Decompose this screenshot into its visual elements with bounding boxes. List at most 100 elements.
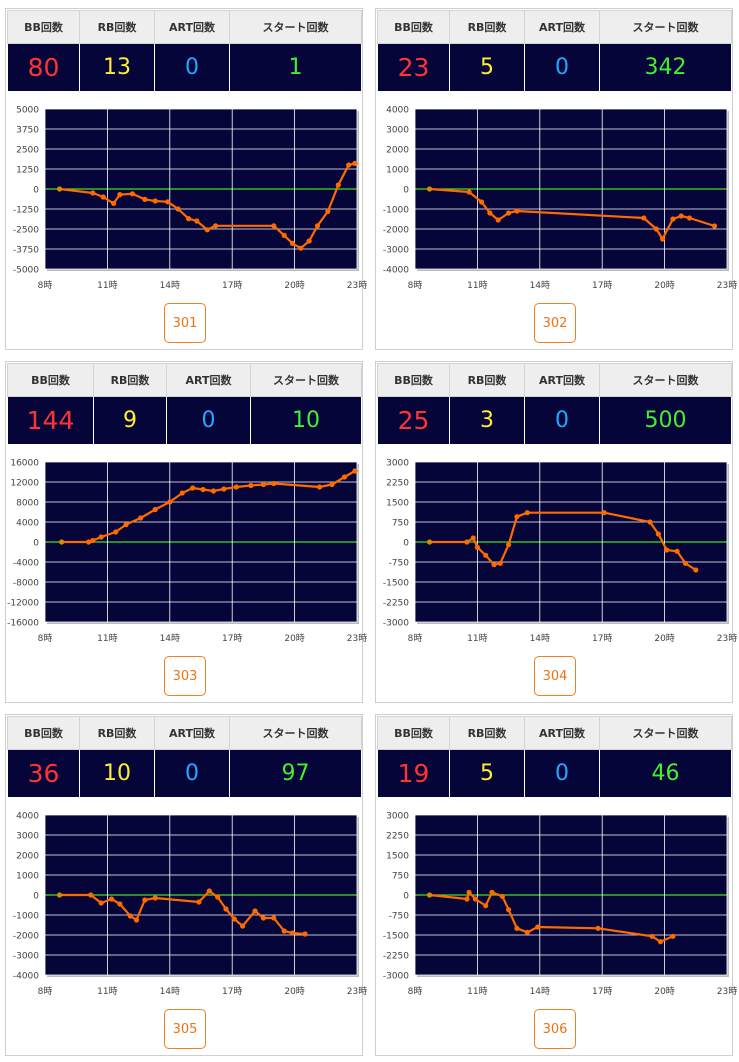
y-tick-label: 2000: [386, 146, 409, 156]
y-tick-label: -750: [389, 559, 410, 569]
data-point: [200, 486, 206, 493]
data-point: [117, 901, 123, 907]
art-header: ART回数: [524, 10, 600, 44]
data-point: [212, 223, 219, 229]
y-tick-label: 2000: [16, 852, 39, 862]
start-count: 342: [599, 43, 732, 92]
data-point: [142, 196, 148, 202]
bb-count: 19: [377, 749, 450, 798]
x-tick-label: 14時: [530, 986, 550, 997]
bb-count: 36: [7, 749, 80, 798]
x-tick-label: 17時: [592, 633, 612, 644]
art-header: ART回数: [166, 363, 251, 397]
y-tick-label: 1000: [16, 872, 39, 882]
x-tick-label: 8時: [38, 633, 53, 644]
y-tick-label: -2250: [383, 599, 409, 609]
y-tick-label: 1500: [386, 499, 409, 509]
data-point: [271, 223, 277, 229]
data-point: [98, 534, 104, 540]
x-tick-label: 23時: [347, 280, 367, 291]
data-point: [240, 923, 246, 929]
x-tick-label: 11時: [467, 986, 487, 997]
x-tick-label: 20時: [654, 986, 674, 997]
stats-header-row: BB回数 RB回数 ART回数 スタート回数: [7, 10, 362, 44]
stats-table: BB回数 RB回数 ART回数 スタート回数 80 13 0 1: [7, 10, 362, 92]
y-tick-label: -3750: [13, 246, 39, 256]
data-point: [298, 245, 304, 251]
stats-value-row: 23 5 0 342: [377, 43, 732, 92]
data-point: [655, 531, 661, 537]
machine-number-button[interactable]: 303: [164, 656, 206, 696]
data-point: [426, 186, 433, 192]
y-tick-label: 16000: [10, 459, 39, 469]
data-point: [641, 215, 647, 221]
data-point: [100, 194, 106, 200]
data-point: [426, 539, 433, 545]
data-point: [489, 889, 495, 895]
start-header: スタート回数: [599, 10, 732, 44]
data-point: [289, 930, 296, 936]
data-point: [167, 499, 173, 505]
x-tick-label: 11時: [467, 280, 487, 291]
y-tick-label: 8000: [16, 499, 39, 509]
x-tick-label: 20時: [284, 986, 304, 997]
bb-count: 23: [377, 43, 450, 92]
y-tick-label: 3750: [16, 126, 39, 136]
data-point: [464, 539, 470, 545]
x-tick-label: 8時: [38, 280, 53, 291]
machine-number-button[interactable]: 305: [164, 1009, 206, 1049]
data-point: [659, 236, 666, 242]
data-point: [179, 490, 185, 496]
start-count: 500: [599, 396, 732, 445]
machine-number-button[interactable]: 301: [164, 303, 206, 343]
y-tick-label: -4000: [383, 266, 409, 276]
data-point: [497, 560, 503, 566]
data-point: [142, 897, 148, 903]
data-point: [206, 888, 212, 894]
machine-card: BB回数 RB回数 ART回数 スタート回数 25 3 0 500 304 300…: [375, 361, 737, 703]
y-tick-label: 3000: [16, 832, 39, 842]
x-tick-label: 14時: [160, 986, 180, 997]
data-point: [352, 160, 358, 166]
rb-header: RB回数: [79, 10, 155, 44]
start-count: 10: [250, 396, 362, 445]
data-point: [152, 198, 158, 204]
stats-header-row: BB回数 RB回数 ART回数 スタート回数: [377, 10, 732, 44]
data-point: [111, 200, 117, 206]
data-point: [175, 206, 181, 212]
payout-line-chart: 16000 12000 8000 4000 0 -4000 -8000 -12000 -1600…: [7, 459, 367, 645]
data-point: [86, 539, 92, 545]
art-count: 0: [524, 749, 600, 798]
stats-header-row: BB回数 RB回数 ART回数 スタート回数: [377, 716, 732, 750]
machine-number-button[interactable]: 304: [534, 656, 576, 696]
data-point: [483, 903, 489, 909]
data-point: [223, 906, 229, 912]
y-tick-label: 12000: [10, 479, 39, 489]
rb-count: 10: [79, 749, 155, 798]
machine-number-button[interactable]: 306: [534, 1009, 576, 1049]
machine-number-button[interactable]: 302: [534, 303, 576, 343]
art-count: 0: [524, 396, 600, 445]
data-point: [165, 199, 171, 205]
start-header: スタート回数: [599, 716, 732, 750]
y-tick-label: 1250: [16, 166, 39, 176]
data-point: [335, 182, 341, 188]
y-tick-label: -8000: [13, 579, 39, 589]
data-point: [686, 215, 693, 221]
stats-value-row: 36 10 0 97: [7, 749, 362, 798]
x-tick-label: 8時: [38, 986, 53, 997]
data-point: [190, 485, 196, 491]
rb-header: RB回数: [449, 716, 525, 750]
data-point: [271, 480, 277, 487]
data-point: [281, 928, 287, 934]
y-tick-label: -3000: [383, 619, 409, 629]
y-tick-label: 4000: [16, 519, 39, 529]
x-tick-label: 20時: [654, 280, 674, 291]
y-tick-label: -2250: [383, 952, 409, 962]
y-tick-label: -2000: [13, 932, 39, 942]
bb-header: BB回数: [377, 10, 450, 44]
data-point: [233, 484, 239, 490]
data-point: [316, 484, 323, 490]
stats-table: BB回数 RB回数 ART回数 スタート回数 19 5 0 46: [377, 716, 732, 798]
data-point: [108, 896, 115, 902]
